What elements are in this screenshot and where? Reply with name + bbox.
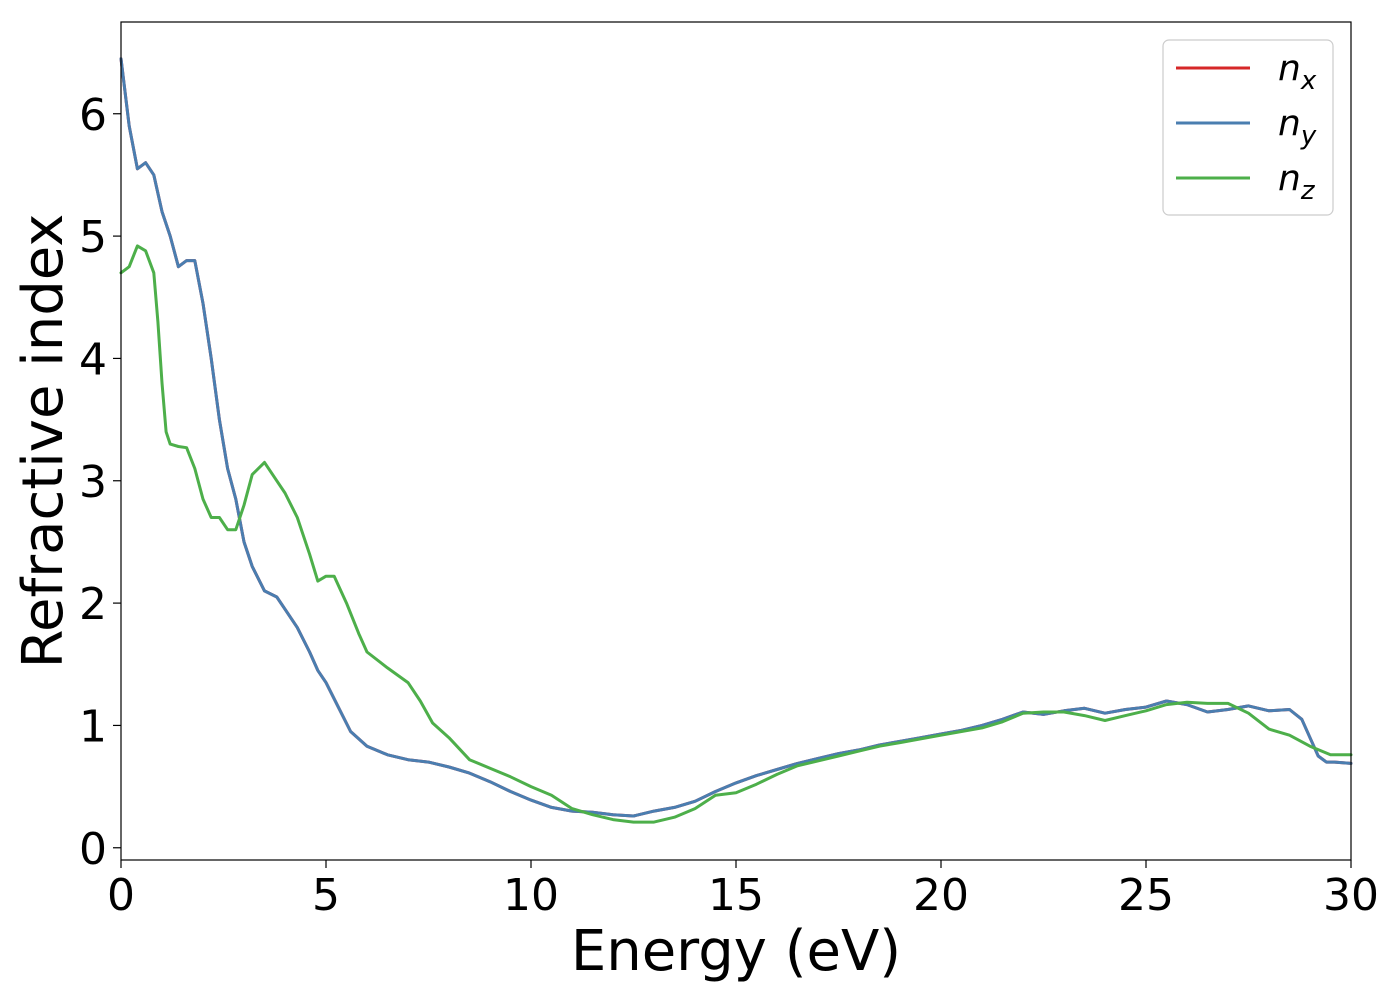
x-tick-label: 20 bbox=[913, 870, 969, 921]
y-tick-label: 3 bbox=[79, 457, 107, 508]
series-line-z bbox=[119, 244, 1353, 824]
legend-label-y: ny bbox=[1278, 103, 1317, 151]
y-tick-label: 5 bbox=[79, 212, 107, 263]
y-axis: 0 1 2 3 4 5 6 bbox=[79, 90, 121, 875]
y-tick-label: 6 bbox=[79, 90, 107, 141]
legend-box bbox=[1162, 39, 1334, 216]
legend-label-x: nx bbox=[1278, 48, 1317, 96]
x-axis: 0 5 10 15 20 25 30 bbox=[107, 860, 1379, 921]
y-tick-label: 4 bbox=[79, 334, 107, 385]
x-tick-label: 10 bbox=[503, 870, 559, 921]
series-layer bbox=[119, 57, 1353, 824]
x-tick-label: 30 bbox=[1323, 870, 1379, 921]
x-tick-label: 15 bbox=[708, 870, 764, 921]
y-axis-label: Refractive index bbox=[11, 214, 76, 669]
x-axis-label: Energy (eV) bbox=[571, 919, 901, 984]
x-tick-label: 25 bbox=[1118, 870, 1174, 921]
x-tick-label: 5 bbox=[312, 870, 340, 921]
series-line-y bbox=[119, 57, 1353, 818]
legend-label-z: nz bbox=[1278, 158, 1316, 206]
legend: nx ny nz bbox=[1162, 39, 1334, 216]
y-tick-label: 2 bbox=[79, 579, 107, 630]
y-tick-label: 1 bbox=[79, 701, 107, 752]
x-tick-label: 0 bbox=[107, 870, 135, 921]
y-tick-label: 0 bbox=[79, 824, 107, 875]
legend-items: nx ny nz bbox=[1176, 48, 1317, 206]
